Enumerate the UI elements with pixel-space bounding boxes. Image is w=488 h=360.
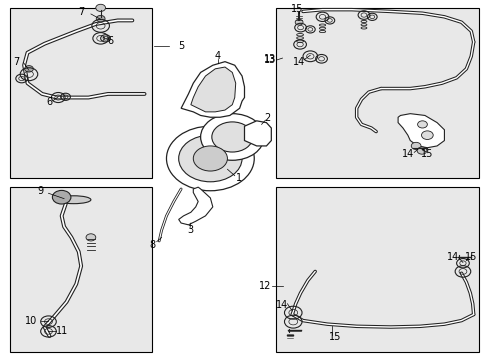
Circle shape bbox=[24, 66, 33, 72]
Text: 15: 15 bbox=[290, 4, 302, 14]
Text: 6: 6 bbox=[107, 36, 113, 46]
Circle shape bbox=[86, 234, 96, 241]
Bar bbox=[276, 8, 478, 178]
Text: 7: 7 bbox=[14, 57, 20, 67]
Text: 7: 7 bbox=[78, 7, 84, 17]
Text: 14: 14 bbox=[292, 57, 305, 67]
Circle shape bbox=[166, 126, 254, 191]
Ellipse shape bbox=[52, 190, 71, 204]
Bar bbox=[10, 8, 152, 178]
Circle shape bbox=[416, 147, 426, 154]
Text: 12: 12 bbox=[259, 281, 271, 291]
Text: 10: 10 bbox=[25, 316, 37, 326]
Bar bbox=[10, 187, 152, 352]
Text: 15: 15 bbox=[420, 149, 432, 159]
Polygon shape bbox=[397, 114, 444, 148]
Circle shape bbox=[96, 4, 105, 12]
Polygon shape bbox=[181, 62, 244, 117]
Polygon shape bbox=[190, 67, 235, 112]
Text: 11: 11 bbox=[56, 325, 68, 336]
Text: 13: 13 bbox=[264, 54, 276, 64]
Text: 15: 15 bbox=[464, 252, 476, 262]
Polygon shape bbox=[178, 187, 212, 225]
Polygon shape bbox=[244, 121, 271, 146]
Circle shape bbox=[200, 114, 264, 160]
Circle shape bbox=[193, 146, 227, 171]
Text: 2: 2 bbox=[264, 113, 270, 123]
Circle shape bbox=[421, 131, 432, 139]
Text: 14: 14 bbox=[446, 252, 458, 262]
Text: 3: 3 bbox=[186, 225, 193, 235]
Text: 15: 15 bbox=[328, 332, 340, 342]
Text: 5: 5 bbox=[178, 41, 184, 50]
Circle shape bbox=[410, 142, 420, 149]
Bar bbox=[276, 187, 478, 352]
Circle shape bbox=[178, 135, 242, 182]
Circle shape bbox=[295, 19, 303, 25]
Text: 6: 6 bbox=[46, 97, 52, 107]
Text: 1: 1 bbox=[235, 173, 241, 183]
Text: 8: 8 bbox=[149, 239, 156, 249]
Ellipse shape bbox=[57, 196, 91, 204]
Text: 9: 9 bbox=[38, 186, 43, 197]
Circle shape bbox=[211, 122, 252, 152]
Circle shape bbox=[417, 121, 427, 128]
Text: 14: 14 bbox=[276, 300, 288, 310]
Text: 14: 14 bbox=[402, 149, 414, 159]
Circle shape bbox=[96, 15, 105, 22]
Text: 4: 4 bbox=[214, 51, 220, 61]
Text: 13: 13 bbox=[264, 55, 276, 65]
